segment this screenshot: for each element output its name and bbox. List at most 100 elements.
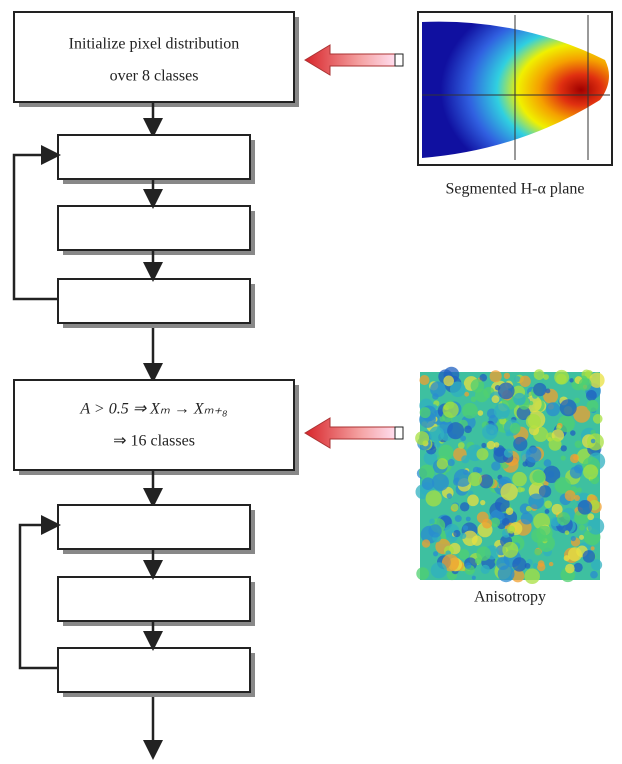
texture [570, 466, 582, 478]
texture [512, 472, 527, 487]
texture [526, 447, 542, 463]
texture [556, 425, 561, 430]
texture [443, 376, 454, 387]
texture [533, 563, 538, 568]
texture [416, 567, 429, 580]
texture [560, 399, 577, 416]
texture [565, 530, 570, 535]
texture [500, 483, 517, 500]
texture [579, 525, 585, 531]
texture [521, 512, 533, 524]
image-caption: Segmented H-α plane [445, 181, 584, 198]
texture [430, 381, 446, 397]
init-box [14, 12, 294, 102]
texture [545, 509, 550, 514]
texture [578, 500, 593, 515]
texture [448, 459, 455, 466]
texture [464, 426, 472, 434]
texture [420, 407, 431, 418]
texture [565, 490, 576, 501]
texture [472, 576, 476, 580]
texture [434, 442, 440, 448]
texture [476, 448, 488, 460]
texture [583, 464, 598, 479]
texture [537, 563, 545, 571]
texture [462, 403, 478, 419]
texture [447, 493, 452, 498]
texture [574, 398, 580, 404]
texture [498, 382, 515, 399]
texture [513, 437, 527, 451]
texture [532, 470, 545, 483]
texture [531, 528, 546, 543]
texture [590, 571, 598, 579]
texture [428, 524, 441, 537]
texture [568, 547, 582, 561]
texture [587, 518, 604, 535]
texture [583, 550, 596, 563]
texture [487, 441, 495, 449]
texture [465, 562, 471, 568]
box-text: ⇒ 16 classes [113, 433, 195, 450]
texture [468, 472, 482, 486]
step-box [58, 577, 250, 621]
texture [587, 400, 599, 412]
texture [461, 455, 469, 463]
anisotropy-map [415, 367, 605, 584]
texture [491, 461, 500, 470]
texture [482, 424, 498, 440]
texture [481, 565, 490, 574]
texture [471, 396, 477, 402]
box-text: over 8 classes [110, 68, 199, 85]
texture [561, 455, 566, 460]
texture [557, 512, 570, 525]
texture [502, 542, 518, 558]
texture [565, 564, 575, 574]
texture [429, 427, 444, 442]
texture [546, 402, 560, 416]
arrows [305, 45, 403, 448]
texture [533, 383, 546, 396]
texture [480, 500, 485, 505]
texture [504, 449, 513, 458]
texture [571, 536, 576, 541]
texture [494, 403, 510, 419]
texture [429, 519, 435, 525]
texture [467, 495, 479, 507]
texture [544, 459, 552, 467]
texture [512, 557, 526, 571]
texture [506, 507, 514, 515]
texture [476, 467, 482, 473]
texture [502, 518, 510, 526]
texture [464, 392, 469, 397]
texture [490, 370, 502, 382]
texture [460, 502, 469, 511]
texture [534, 549, 541, 556]
texture [496, 557, 509, 570]
texture [433, 551, 438, 556]
texture [513, 393, 526, 406]
texture [554, 370, 569, 385]
texture [506, 431, 511, 436]
texture [593, 414, 603, 424]
texture [549, 438, 562, 451]
texture [519, 376, 530, 387]
texture [481, 443, 486, 448]
texture [443, 402, 459, 418]
texture [437, 458, 448, 469]
diagram: Initialize pixel distribution over 8 cla… [0, 0, 622, 764]
texture [561, 445, 567, 451]
texture [534, 369, 545, 380]
texture [579, 535, 584, 540]
box-text: Initialize pixel distribution [69, 36, 240, 53]
texture [455, 515, 462, 522]
step-box [58, 279, 250, 323]
texture [570, 430, 576, 436]
flowchart: Initialize pixel distribution over 8 cla… [14, 12, 299, 755]
step-box [58, 206, 250, 250]
texture [528, 493, 544, 509]
texture [426, 490, 442, 506]
texture [438, 445, 453, 460]
texture [544, 501, 552, 509]
texture [492, 395, 500, 403]
